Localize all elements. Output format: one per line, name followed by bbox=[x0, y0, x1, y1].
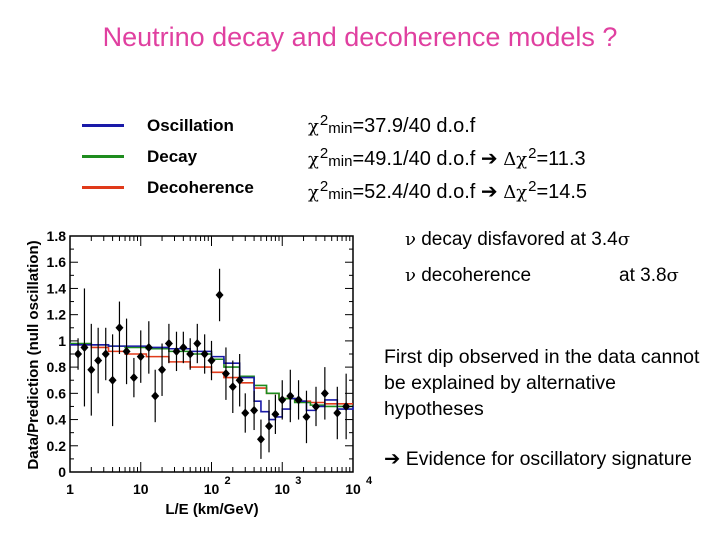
data-point bbox=[186, 349, 195, 359]
data-point bbox=[87, 365, 96, 375]
data-point bbox=[271, 409, 280, 419]
right-arrow-icon: ➔ bbox=[480, 146, 498, 170]
y-tick-label: 1.8 bbox=[47, 228, 67, 244]
x-tick-label: 10 bbox=[345, 481, 361, 497]
data-point bbox=[333, 408, 342, 418]
data-point bbox=[115, 323, 124, 333]
chi2-decay: χ2min=49.1/40 d.o.f ➔ Δχ2=11.3 bbox=[308, 145, 586, 170]
data-point bbox=[144, 342, 153, 352]
model-curve bbox=[70, 342, 353, 408]
x-axis-label: L/E (km/GeV) bbox=[165, 501, 258, 518]
data-point bbox=[193, 339, 202, 349]
data-point bbox=[108, 375, 117, 385]
data-point bbox=[286, 391, 295, 401]
data-point bbox=[256, 434, 265, 444]
data-point bbox=[164, 339, 173, 349]
data-point bbox=[129, 373, 138, 383]
data-point bbox=[136, 352, 145, 362]
data-point bbox=[94, 356, 103, 366]
y-tick-label: 0.6 bbox=[47, 385, 67, 401]
data-point bbox=[172, 346, 181, 356]
y-tick-label: 1.6 bbox=[47, 254, 67, 270]
decay-significance: ν decay disfavored at 3.4σ bbox=[405, 229, 630, 250]
slide-title: Neutrino decay and decoherence models ? bbox=[102, 22, 618, 52]
x-tick-label: 10 bbox=[133, 481, 149, 497]
x-tick-exponent: 3 bbox=[295, 475, 301, 487]
legend-label-decay: Decay bbox=[147, 147, 198, 166]
x-tick-label: 10 bbox=[204, 481, 220, 497]
data-point bbox=[158, 365, 167, 375]
plot-frame bbox=[69, 235, 354, 473]
y-tick-label: 0 bbox=[58, 464, 66, 480]
data-point bbox=[241, 408, 250, 418]
data-point bbox=[265, 421, 274, 431]
data-point bbox=[122, 346, 131, 356]
data-point bbox=[74, 349, 83, 359]
legend-line-oscillation bbox=[82, 124, 124, 127]
y-tick-label: 1 bbox=[58, 333, 66, 349]
model-curve bbox=[70, 344, 353, 405]
legend-line-decay bbox=[82, 155, 124, 158]
x-tick-exponent: 2 bbox=[225, 475, 231, 487]
data-point bbox=[200, 349, 209, 359]
model-curve bbox=[70, 344, 354, 421]
y-tick-label: 0.2 bbox=[47, 438, 67, 454]
data-point bbox=[80, 342, 89, 352]
data-point bbox=[215, 290, 224, 300]
y-tick-label: 1.2 bbox=[47, 307, 67, 323]
data-point bbox=[312, 401, 321, 411]
y-tick-label: 0.8 bbox=[47, 359, 67, 375]
data-point bbox=[250, 405, 259, 415]
data-point bbox=[101, 349, 110, 359]
data-point bbox=[320, 388, 329, 398]
data-point bbox=[294, 395, 303, 405]
data-point bbox=[228, 382, 237, 392]
data-point bbox=[207, 356, 216, 366]
x-tick-label: 1 bbox=[66, 481, 74, 497]
legend-line-decoherence bbox=[82, 186, 124, 189]
data-point bbox=[278, 395, 287, 405]
legend-label-oscillation: Oscillation bbox=[147, 116, 234, 135]
y-tick-label: 0.4 bbox=[47, 412, 67, 428]
legend-label-decoherence: Decoherence bbox=[147, 178, 254, 197]
right-arrow-icon: ➔ bbox=[384, 447, 401, 470]
y-tick-label: 1.4 bbox=[47, 280, 67, 296]
decoherence-level: at 3.8σ bbox=[619, 265, 679, 286]
data-point bbox=[302, 412, 311, 422]
evidence-note: ➔ Evidence for oscillatory signature bbox=[384, 447, 692, 470]
data-point bbox=[342, 401, 351, 411]
x-tick-exponent: 4 bbox=[366, 475, 373, 487]
data-point bbox=[221, 369, 230, 379]
decoherence-significance: ν decoherence bbox=[405, 265, 532, 286]
x-tick-label: 10 bbox=[274, 481, 290, 497]
dip-note: First dip observed in the data cannot be… bbox=[384, 346, 700, 420]
y-axis-label: Data/Prediction (null oscillation) bbox=[25, 240, 42, 469]
chi2-oscillation: χ2min=37.9/40 d.o.f bbox=[308, 112, 476, 137]
data-point bbox=[235, 375, 244, 385]
chi2-decoherence: χ2min=52.4/40 d.o.f ➔ Δχ2=14.5 bbox=[308, 178, 588, 203]
right-arrow-icon: ➔ bbox=[480, 179, 498, 203]
data-point bbox=[179, 342, 188, 352]
data-point bbox=[151, 391, 160, 401]
